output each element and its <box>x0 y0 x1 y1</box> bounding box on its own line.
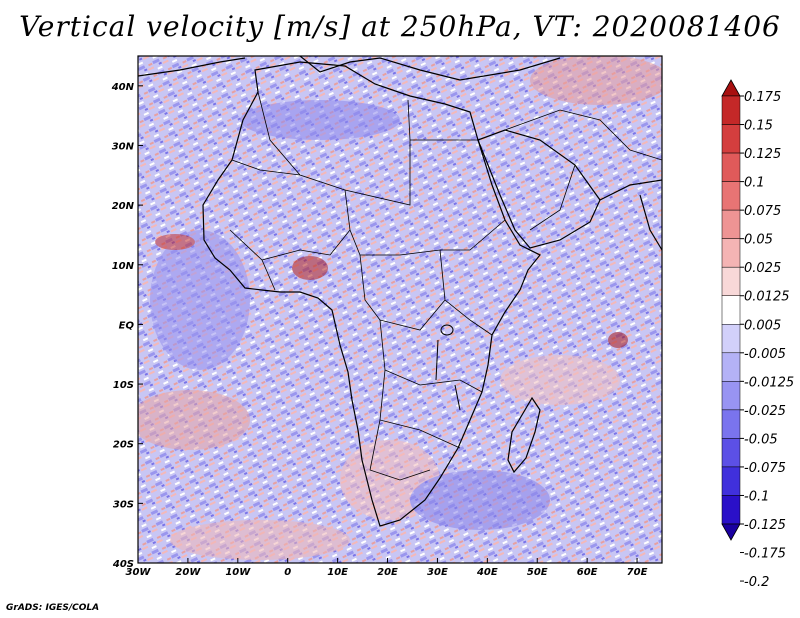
grads-credit: GrADS: IGES/COLA <box>6 603 100 613</box>
lon-tick-label: 50E <box>527 567 548 578</box>
field-strong-ascent <box>155 234 195 250</box>
colorbar-segment <box>721 209 741 239</box>
longitude-axis: 30W 20W 10W 0 10E 20E 30E 40E 50E 60E 70E <box>126 558 648 578</box>
arabia-coastline <box>477 129 601 249</box>
colorbar-segment <box>721 295 741 325</box>
field-red-patch <box>530 56 662 105</box>
colorbar-segment <box>721 238 741 268</box>
colorbar-label: 0.05 <box>744 233 773 248</box>
colorbar-segment <box>721 152 741 182</box>
lon-tick-label: 30W <box>126 567 152 578</box>
colorbar-segment <box>721 381 741 411</box>
lat-tick-label: 30S <box>113 499 134 510</box>
country-borders <box>229 91 662 481</box>
field-strong-ascent <box>608 332 628 348</box>
colorbar-segment <box>721 409 741 439</box>
madagascar-coastline <box>507 396 541 474</box>
country-border <box>231 159 301 176</box>
lake-tanganyika <box>435 339 439 381</box>
colorbar-segment <box>721 466 741 496</box>
plot-frame <box>137 55 663 564</box>
lat-tick-label: 30N <box>112 141 135 152</box>
colorbar-segment <box>721 324 741 354</box>
lat-tick-label: 20N <box>112 201 135 212</box>
colorbar-label: 0.15 <box>744 119 773 134</box>
country-border <box>229 229 276 291</box>
lon-tick-label: 70E <box>627 567 648 578</box>
chart-title: Vertical velocity [m/s] at 250hPa, VT: 2… <box>19 10 781 43</box>
lakes <box>435 324 461 411</box>
colorbar-label: -0.075 <box>744 461 786 476</box>
colorbar-arrow-top <box>721 79 741 97</box>
country-border <box>504 109 662 161</box>
colorbar-segment <box>721 495 741 525</box>
colorbar-label: -0.0125 <box>744 375 794 390</box>
colorbar-arrow-bottom <box>721 523 741 541</box>
colorbar-label: 0.175 <box>744 90 781 105</box>
colorbar: 0.175 0.15 0.125 0.1 0.075 0.05 0.025 0.0125 0.0… <box>721 79 794 590</box>
colorbar-label: 0.1 <box>744 176 765 191</box>
africa-coastline <box>202 61 541 527</box>
colorbar-label: 0.125 <box>744 147 781 162</box>
velocity-field <box>138 56 662 563</box>
country-border <box>439 249 493 336</box>
field-blue-patch <box>410 470 550 530</box>
lon-tick-label: 30E <box>427 567 448 578</box>
colorbar-label: -0.1 <box>744 489 769 504</box>
lat-tick-label: 20S <box>113 440 134 451</box>
field-blue-patch <box>150 230 250 370</box>
lat-tick-label: 10S <box>113 380 134 391</box>
field-red-patch <box>170 520 350 560</box>
lat-tick-label: 40N <box>111 82 135 93</box>
colorbar-label: 0.025 <box>744 261 781 276</box>
colorbar-label: -0.025 <box>744 404 786 419</box>
lat-tick-label: 40S <box>112 559 134 570</box>
colorbar-label: 0.0125 <box>744 290 790 305</box>
colorbar-segment <box>721 95 741 125</box>
field-red-patch <box>500 355 620 405</box>
lon-tick-label: 10W <box>225 567 251 578</box>
colorbar-segment <box>721 124 741 154</box>
colorbar-label: -0.05 <box>744 432 778 447</box>
lat-tick-label: 10N <box>112 261 135 272</box>
lon-tick-label: 60E <box>577 567 598 578</box>
lon-tick-label: 10E <box>327 567 348 578</box>
field-red-patch <box>138 390 250 450</box>
europe-coastline <box>138 56 561 81</box>
field-strong-ascent <box>292 256 328 280</box>
colorbar-label: -0.125 <box>744 518 786 533</box>
colorbar-label: -0.005 <box>744 347 786 362</box>
colorbar-label: 0.005 <box>744 318 781 333</box>
country-border <box>261 229 351 261</box>
colorbar-segment <box>721 181 741 211</box>
latitude-axis: 40N 30N 20N 10N EQ 10S 20S 30S 40S <box>111 82 143 570</box>
lake-malawi <box>454 384 461 411</box>
lon-tick-label: 20W <box>175 567 201 578</box>
colorbar-label: 0.075 <box>744 204 781 219</box>
colorbar-segment <box>721 352 741 382</box>
country-border <box>529 164 576 231</box>
country-border <box>379 319 483 393</box>
lat-tick-label: EQ <box>119 320 135 331</box>
country-border <box>379 369 461 449</box>
india-coastline <box>599 179 662 251</box>
colorbar-label: -0.2 <box>744 575 769 590</box>
lon-tick-label: 0 <box>284 567 291 578</box>
lon-tick-label: 40E <box>476 567 498 578</box>
colorbar-segment <box>721 438 741 468</box>
field-blue-patch <box>240 100 400 140</box>
colorbar-segment <box>721 266 741 296</box>
lake-victoria <box>440 324 454 336</box>
coastlines <box>138 56 662 527</box>
country-border <box>369 419 431 481</box>
lon-tick-label: 20E <box>377 567 398 578</box>
colorbar-label: -0.175 <box>744 547 786 562</box>
